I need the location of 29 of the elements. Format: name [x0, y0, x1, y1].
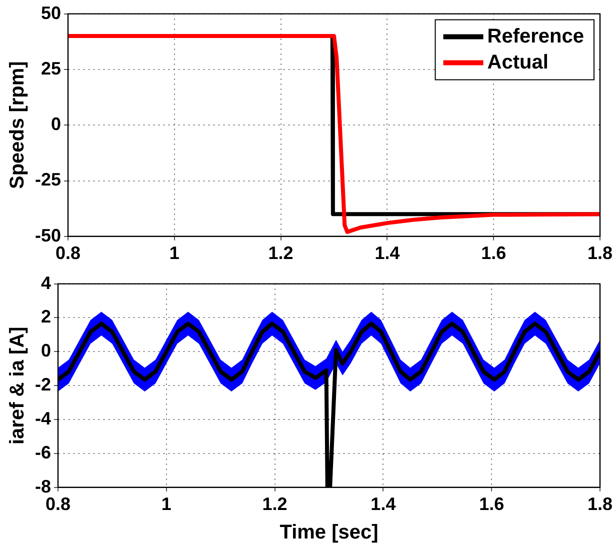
y-tick-label: -4	[34, 408, 52, 428]
y-tick-label: -25	[35, 170, 62, 190]
legend-label: Reference	[487, 25, 584, 48]
x-tick-label: 1.2	[262, 494, 288, 514]
x-tick-label: 1	[161, 494, 172, 514]
x-tick-label: 1.8	[587, 243, 613, 264]
y-tick-label: -2	[34, 374, 52, 395]
x-tick-label: 1.4	[374, 243, 400, 264]
x-tick-label: 1	[169, 243, 180, 264]
y-tick-label: 4	[40, 272, 52, 293]
y-tick-label: 2	[40, 306, 52, 327]
y-tick-label: 0	[40, 340, 52, 361]
y-axis-title: Speeds [rpm]	[6, 61, 29, 190]
y-tick-label: -6	[34, 442, 52, 462]
y-tick-label: -50	[35, 225, 62, 246]
x-axis-title: Time [sec]	[280, 522, 378, 544]
legend-label: Actual	[487, 51, 548, 74]
x-tick-label: 0.8	[56, 243, 81, 264]
x-tick-label: 1.8	[587, 494, 613, 514]
x-tick-label: 0.8	[45, 494, 71, 514]
y-axis-title: iaref & ia [A]	[6, 326, 29, 445]
x-tick-label: 1.2	[268, 243, 294, 264]
x-tick-label: 1.6	[481, 243, 506, 264]
y-tick-label: 50	[40, 2, 62, 23]
y-tick-label: -8	[34, 476, 52, 496]
x-tick-label: 1.4	[370, 494, 396, 514]
y-tick-label: 25	[40, 58, 62, 78]
y-tick-label: 0	[51, 114, 62, 134]
x-tick-label: 1.6	[479, 494, 504, 514]
